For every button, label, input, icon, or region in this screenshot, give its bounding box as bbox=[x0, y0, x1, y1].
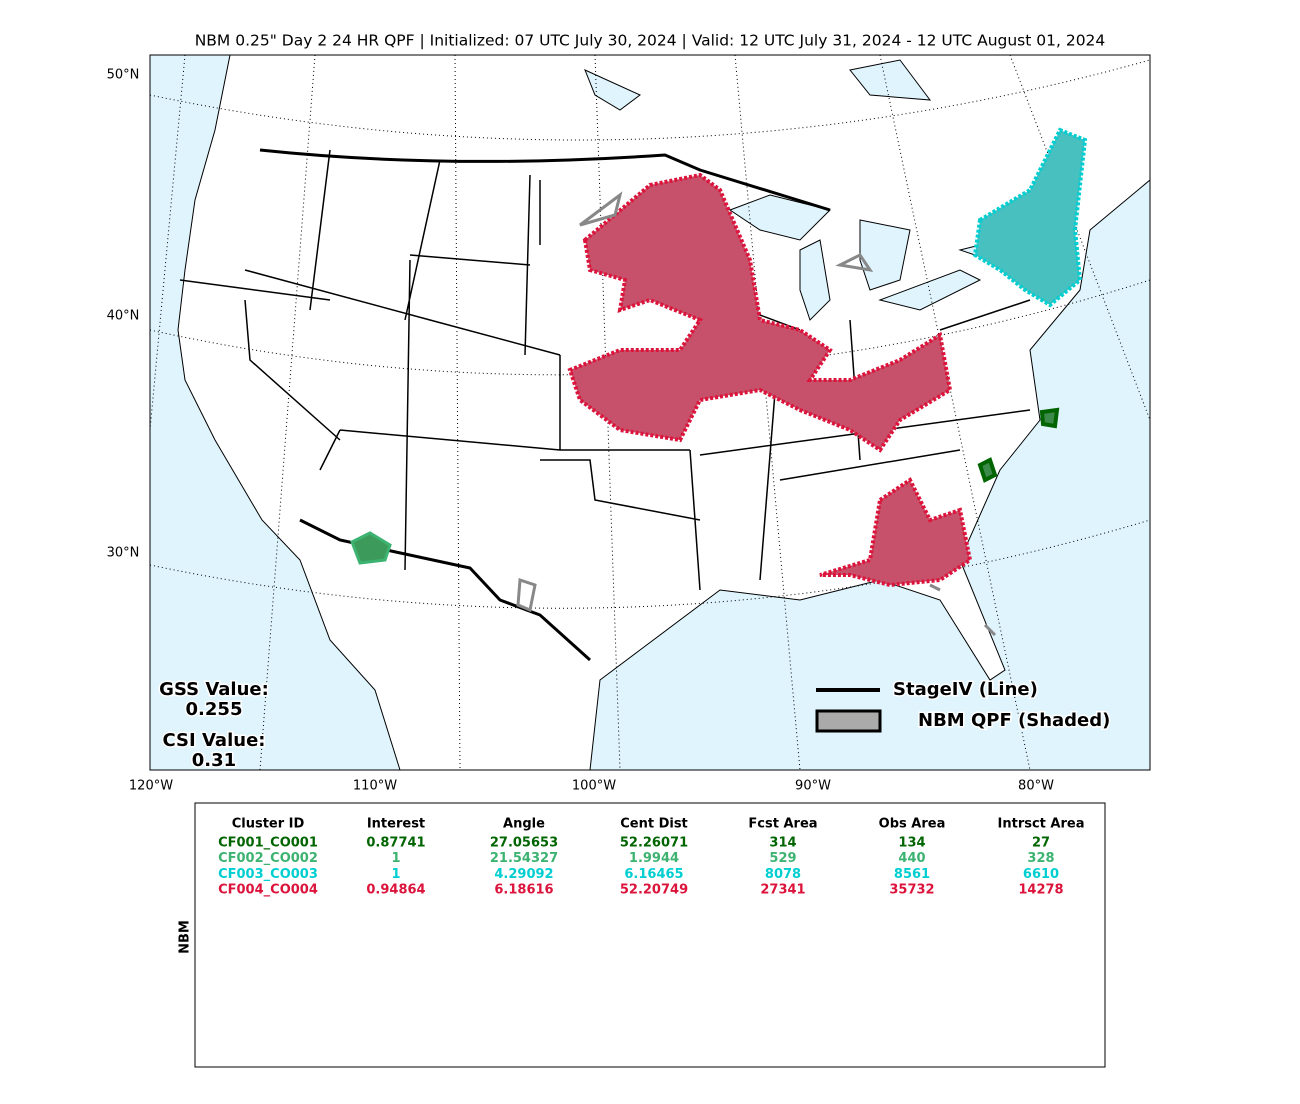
table-cell: 27.05653 bbox=[490, 836, 558, 851]
lat-label: 30°N bbox=[107, 546, 140, 561]
table-cell: 6.16465 bbox=[624, 867, 683, 882]
cluster-cf003 bbox=[972, 127, 1088, 308]
lat-label: 40°N bbox=[107, 309, 140, 324]
table-cell: 52.26071 bbox=[620, 836, 688, 851]
table-cell: 440 bbox=[898, 851, 925, 866]
gss-label: GSS Value: bbox=[159, 679, 269, 700]
table-header: Cluster ID bbox=[232, 817, 305, 832]
cluster-cf001 bbox=[977, 407, 1060, 483]
table-header: Fcst Area bbox=[748, 817, 817, 832]
table-header: Interest bbox=[367, 817, 425, 832]
lon-label: 120°W bbox=[129, 779, 173, 794]
table-cell: 27 bbox=[1032, 836, 1050, 851]
table-header: Intrsct Area bbox=[998, 817, 1085, 832]
table-cell: 1 bbox=[391, 851, 400, 866]
table-cell: 8078 bbox=[765, 867, 801, 882]
table-cell: 21.54327 bbox=[490, 851, 558, 866]
legend-label: StageIV (Line) bbox=[893, 679, 1038, 700]
table-cell: 1.9944 bbox=[629, 851, 679, 866]
legend-swatch bbox=[815, 709, 882, 733]
table-header: Obs Area bbox=[879, 817, 946, 832]
table-header: Cent Dist bbox=[620, 817, 688, 832]
table-cell: 52.20749 bbox=[620, 883, 688, 898]
table: Cluster ID Interest Angle Cent Dist Fcst Are… bbox=[218, 817, 1084, 898]
cluster-cf004-south bbox=[819, 477, 973, 588]
table-side-label: NBM bbox=[178, 920, 193, 954]
lon-label: 100°W bbox=[572, 779, 616, 794]
table-cell: 314 bbox=[769, 836, 796, 851]
cluster-cf002 bbox=[350, 531, 392, 565]
title: NBM 0.25" Day 2 24 HR QPF | Initialized:… bbox=[195, 32, 1106, 50]
table-cell: 14278 bbox=[1018, 883, 1063, 898]
csi-value: 0.31 bbox=[192, 750, 236, 771]
lon-label: 80°W bbox=[1018, 779, 1054, 794]
map-frame bbox=[149, 54, 1151, 771]
table-cell: 35732 bbox=[889, 883, 934, 898]
table-header: Angle bbox=[503, 817, 545, 832]
table-cell: CF001_CO001 bbox=[218, 836, 318, 851]
stageiv-lines bbox=[516, 191, 997, 637]
lon-label: 90°W bbox=[795, 779, 831, 794]
table-cell: CF002_CO002 bbox=[218, 851, 318, 866]
table-cell: 1 bbox=[391, 867, 400, 882]
borders bbox=[259, 148, 831, 662]
table-cell: 328 bbox=[1027, 851, 1054, 866]
table-cell: CF004_CO004 bbox=[218, 883, 318, 898]
lon-label: 110°W bbox=[353, 779, 397, 794]
table-cell: 27341 bbox=[760, 883, 805, 898]
map: 50°N 40°N 30°N 120°W 110°W 100°W 90°W 80… bbox=[107, 54, 1151, 794]
table-cell: 4.29092 bbox=[494, 867, 553, 882]
table-cell: 8561 bbox=[894, 867, 930, 882]
lat-label: 50°N bbox=[107, 68, 140, 83]
graticule bbox=[149, 54, 1151, 771]
gss-value: 0.255 bbox=[186, 699, 243, 720]
table-cell: CF003_CO003 bbox=[218, 867, 318, 882]
table-cell: 6610 bbox=[1023, 867, 1059, 882]
table-cell: 0.87741 bbox=[366, 836, 425, 851]
table-cell: 134 bbox=[898, 836, 925, 851]
table-cell: 529 bbox=[769, 851, 796, 866]
csi-label: CSI Value: bbox=[163, 730, 266, 751]
table-cell: 0.94864 bbox=[366, 883, 425, 898]
table-frame bbox=[194, 802, 1106, 1068]
legend-label: NBM QPF (Shaded) bbox=[918, 710, 1110, 731]
cluster-cf004 bbox=[567, 172, 953, 453]
table-cell: 6.18616 bbox=[494, 883, 553, 898]
